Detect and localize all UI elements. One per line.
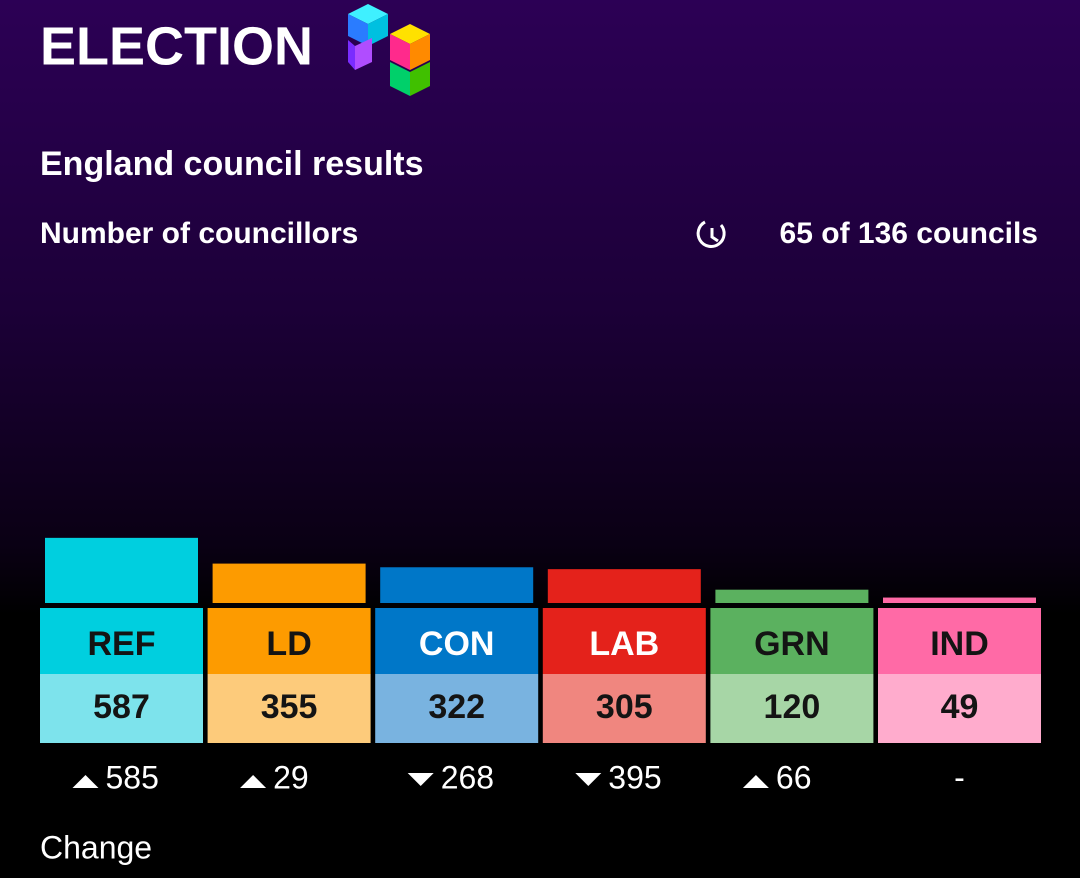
label-box — [207, 608, 371, 674]
label-box — [878, 608, 1041, 674]
party-label: IND — [930, 625, 989, 663]
brand: ELECTION — [40, 16, 313, 76]
value-label: 587 — [93, 688, 150, 726]
value-label: 355 — [261, 688, 318, 726]
value-label: 120 — [764, 688, 821, 726]
party-label: CON — [419, 625, 495, 663]
party-label: LD — [266, 625, 311, 663]
value-label: 322 — [428, 688, 485, 726]
logo — [348, 4, 430, 96]
change-label: 268 — [441, 759, 494, 795]
bar — [380, 567, 534, 603]
change-title: Change — [40, 829, 152, 865]
bar — [45, 537, 198, 603]
chart-subtitle: Number of councillors — [40, 217, 358, 250]
party-label: LAB — [589, 625, 659, 663]
change-arrow — [575, 773, 602, 786]
value-box — [375, 674, 539, 743]
label-box — [710, 608, 874, 674]
bar — [212, 563, 366, 603]
change-arrow — [407, 773, 434, 786]
change-label: 66 — [776, 759, 812, 795]
bar — [715, 589, 869, 603]
change-label: 585 — [106, 759, 159, 795]
value-box — [710, 674, 874, 743]
chart-title: England council results — [40, 145, 424, 183]
label-box — [375, 608, 539, 674]
value-label: 49 — [941, 688, 979, 726]
value-box — [207, 674, 371, 743]
change-arrow — [72, 775, 99, 788]
value-box — [40, 674, 203, 743]
party-label: REF — [88, 625, 156, 663]
change-arrow — [240, 775, 267, 788]
progress: 65 of 136 councils — [780, 217, 1038, 250]
change-arrow — [742, 775, 769, 788]
change-label: 29 — [273, 759, 309, 795]
progress-icon — [696, 220, 726, 248]
label-box — [542, 608, 706, 674]
party-label: GRN — [754, 625, 830, 663]
value-label: 305 — [596, 688, 653, 726]
change-label: 395 — [608, 759, 661, 795]
bar — [547, 569, 701, 603]
value-box — [878, 674, 1041, 743]
change-label: - — [954, 759, 965, 795]
bar — [883, 597, 1036, 603]
value-box — [542, 674, 706, 743]
label-box — [40, 608, 203, 674]
